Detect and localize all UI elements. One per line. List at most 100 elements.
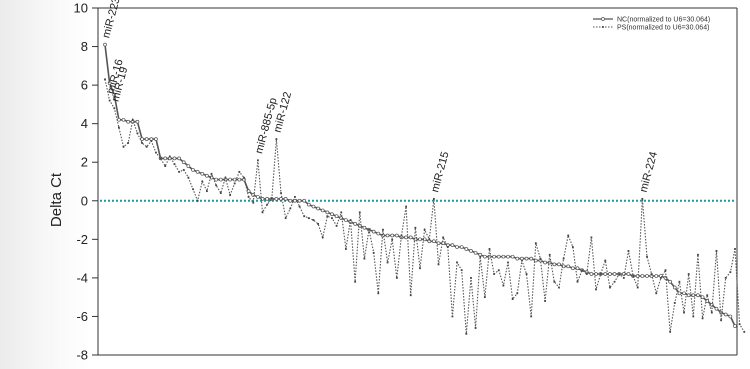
point-ps <box>219 192 222 194</box>
point-ps <box>391 238 394 241</box>
point-ps <box>192 188 194 191</box>
point-ps <box>595 288 597 291</box>
point-nc <box>645 274 649 278</box>
point-ps <box>122 145 125 148</box>
point-nc <box>302 198 307 203</box>
point-ps <box>368 228 370 231</box>
y-tick-label: -2 <box>76 232 88 247</box>
point-nc <box>394 233 399 238</box>
point-nc <box>117 117 121 122</box>
point-ps <box>136 132 139 135</box>
point-ps <box>419 267 421 270</box>
point-ps <box>395 276 398 279</box>
axes-group: -8 -6 -4 -2 0 2 4 6 8 10 <box>74 1 738 363</box>
point-nc <box>575 266 580 271</box>
point-ps <box>307 217 310 220</box>
point-ps <box>284 217 287 220</box>
point-ps <box>108 99 111 102</box>
point-nc <box>506 254 510 259</box>
point-ps <box>275 138 278 140</box>
point-ps <box>159 157 162 160</box>
point-nc <box>686 293 691 298</box>
point-ps <box>187 176 190 179</box>
point-nc <box>492 254 496 259</box>
point-ps <box>706 294 709 297</box>
point-ps <box>460 269 463 272</box>
y-tick-label: 8 <box>81 39 88 54</box>
point-nc <box>237 177 242 182</box>
point-nc <box>246 189 251 193</box>
point-nc <box>473 250 478 255</box>
point-nc <box>353 222 357 226</box>
point-ps <box>400 234 403 237</box>
point-nc <box>195 170 200 174</box>
point-nc <box>696 293 700 298</box>
point-ps <box>270 197 273 200</box>
point-ps <box>215 184 218 187</box>
point-nc <box>228 177 232 182</box>
point-nc <box>274 197 279 201</box>
point-ps <box>243 176 245 179</box>
point-ps <box>553 280 556 283</box>
point-ps <box>113 107 116 110</box>
point-nc <box>283 197 288 201</box>
point-nc <box>121 117 126 122</box>
point-ps <box>659 276 662 279</box>
point-ps <box>710 311 713 314</box>
point-ps <box>511 298 514 300</box>
point-nc <box>186 164 191 168</box>
y-axis-label: Delta Ct <box>48 172 65 227</box>
point-ps <box>687 273 690 275</box>
point-ps <box>173 163 176 166</box>
point-nc <box>154 137 158 141</box>
point-ps <box>599 273 602 275</box>
point-nc <box>418 237 422 242</box>
point-ps <box>613 280 616 283</box>
point-ps <box>344 248 347 250</box>
point-ps <box>729 271 732 274</box>
y-tick-label: -4 <box>76 270 88 285</box>
point-ps <box>465 332 468 335</box>
point-nc <box>311 204 316 209</box>
point-nc <box>103 42 107 47</box>
point-ps <box>474 327 477 329</box>
point-nc <box>191 168 195 172</box>
point-ps <box>289 207 292 210</box>
point-nc <box>700 295 705 300</box>
point-nc <box>432 239 436 244</box>
point-ps <box>525 273 528 275</box>
point-ps <box>382 228 384 231</box>
y-tick-label: -6 <box>76 309 88 324</box>
point-ps <box>650 273 653 275</box>
point-ps <box>451 315 454 318</box>
point-ps <box>720 319 723 322</box>
point-ps <box>669 330 672 333</box>
point-nc <box>483 254 487 259</box>
point-nc <box>320 208 325 213</box>
point-ps <box>697 253 699 256</box>
point-ps <box>493 273 496 275</box>
point-ps <box>743 330 746 333</box>
point-nc <box>640 274 645 278</box>
point-ps <box>701 317 704 320</box>
point-nc <box>603 272 608 276</box>
point-nc <box>496 254 501 259</box>
point-ps <box>567 234 570 237</box>
legend-marker <box>601 17 605 21</box>
point-ps <box>585 273 588 275</box>
point-ps <box>303 215 306 218</box>
point-ps <box>145 145 148 148</box>
y-tick-label: 0 <box>81 193 88 208</box>
point-nc <box>672 285 677 290</box>
point-ps <box>164 165 167 167</box>
point-nc <box>135 119 140 124</box>
point-nc <box>172 156 177 161</box>
point-nc <box>668 279 672 284</box>
point-nc <box>330 212 334 217</box>
point-ps <box>558 286 560 289</box>
point-ps <box>646 255 648 258</box>
point-ps <box>655 292 658 295</box>
point-ps <box>294 196 296 198</box>
point-nc <box>608 272 612 276</box>
